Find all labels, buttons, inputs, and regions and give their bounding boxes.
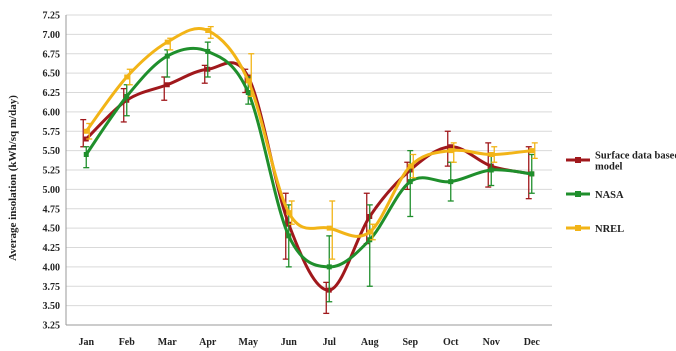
y-tick-label: 3.75 (43, 282, 61, 293)
series-2 (83, 25, 538, 260)
data-point (245, 78, 251, 84)
legend-label: NREL (595, 224, 624, 235)
data-point (407, 163, 413, 169)
x-tick-label: May (239, 337, 258, 348)
x-tick-label: Jun (281, 337, 298, 348)
x-tick-label: Jul (323, 337, 337, 348)
data-point (164, 39, 170, 45)
y-tick-label: 5.50 (43, 146, 61, 157)
y-tick-label: 6.25 (43, 88, 61, 99)
x-tick-label: Jan (78, 337, 94, 348)
series-line (85, 46, 532, 269)
y-tick-label: 4.00 (43, 262, 61, 273)
x-tick-label: Mar (158, 337, 177, 348)
data-point (488, 167, 494, 173)
y-tick-label: 5.25 (43, 166, 61, 177)
series-layer (80, 25, 538, 315)
y-tick-label: 4.50 (43, 224, 61, 235)
legend: Surface data based model NASA NREL (566, 151, 676, 235)
series-line (85, 27, 532, 238)
y-tick-label: 6.00 (43, 107, 61, 118)
data-point (83, 128, 89, 134)
y-tick-label: 7.25 (43, 11, 61, 22)
y-axis-ticks: 7.25 7.00 6.75 6.50 6.25 6.00 5.75 5.50 5.25 5.00… (43, 11, 61, 332)
data-point (205, 48, 211, 54)
x-axis-ticks: Jan Feb Mar Apr May Jun Jul Aug Sep Oct Nov Dec (78, 337, 540, 348)
legend-marker (575, 157, 581, 163)
data-point (83, 152, 89, 157)
y-tick-label: 7.00 (43, 30, 61, 41)
x-tick-label: Apr (199, 337, 217, 348)
data-point (286, 210, 292, 216)
y-axis-label: Average insolation (kWh/sq m/day) (7, 95, 19, 261)
data-point (245, 90, 251, 95)
legend-label: NASA (595, 190, 624, 201)
x-tick-label: Sep (402, 337, 418, 348)
gridlines (65, 14, 552, 326)
data-point (286, 233, 292, 239)
series-1 (83, 41, 535, 303)
y-tick-label: 6.75 (43, 49, 61, 60)
data-point (448, 179, 454, 185)
data-point (448, 144, 454, 150)
y-tick-label: 3.50 (43, 301, 61, 312)
data-point (164, 82, 170, 88)
y-tick-label: 5.75 (43, 127, 61, 138)
x-tick-label: Feb (119, 337, 136, 348)
data-point (529, 148, 535, 154)
y-tick-label: 6.50 (43, 69, 61, 80)
data-point (124, 93, 130, 99)
y-tick-label: 5.00 (43, 185, 61, 196)
y-tick-label: 4.25 (43, 243, 61, 254)
data-point (488, 152, 494, 157)
legend-marker (575, 225, 581, 231)
legend-label: Surface data based model (595, 151, 676, 173)
data-point (205, 28, 211, 33)
data-point (164, 53, 170, 59)
data-point (407, 179, 413, 185)
legend-marker (575, 191, 581, 197)
data-point (326, 225, 332, 231)
x-tick-label: Aug (361, 337, 379, 348)
y-tick-label: 3.25 (43, 321, 61, 332)
x-tick-label: Dec (524, 337, 541, 348)
data-point (367, 229, 373, 235)
data-point (124, 74, 130, 80)
data-point (448, 148, 454, 154)
x-tick-label: Nov (483, 337, 500, 348)
data-point (326, 264, 332, 270)
x-tick-label: Oct (443, 337, 459, 348)
y-tick-label: 4.75 (43, 204, 61, 215)
series-0 (80, 61, 535, 315)
data-point (529, 171, 535, 177)
